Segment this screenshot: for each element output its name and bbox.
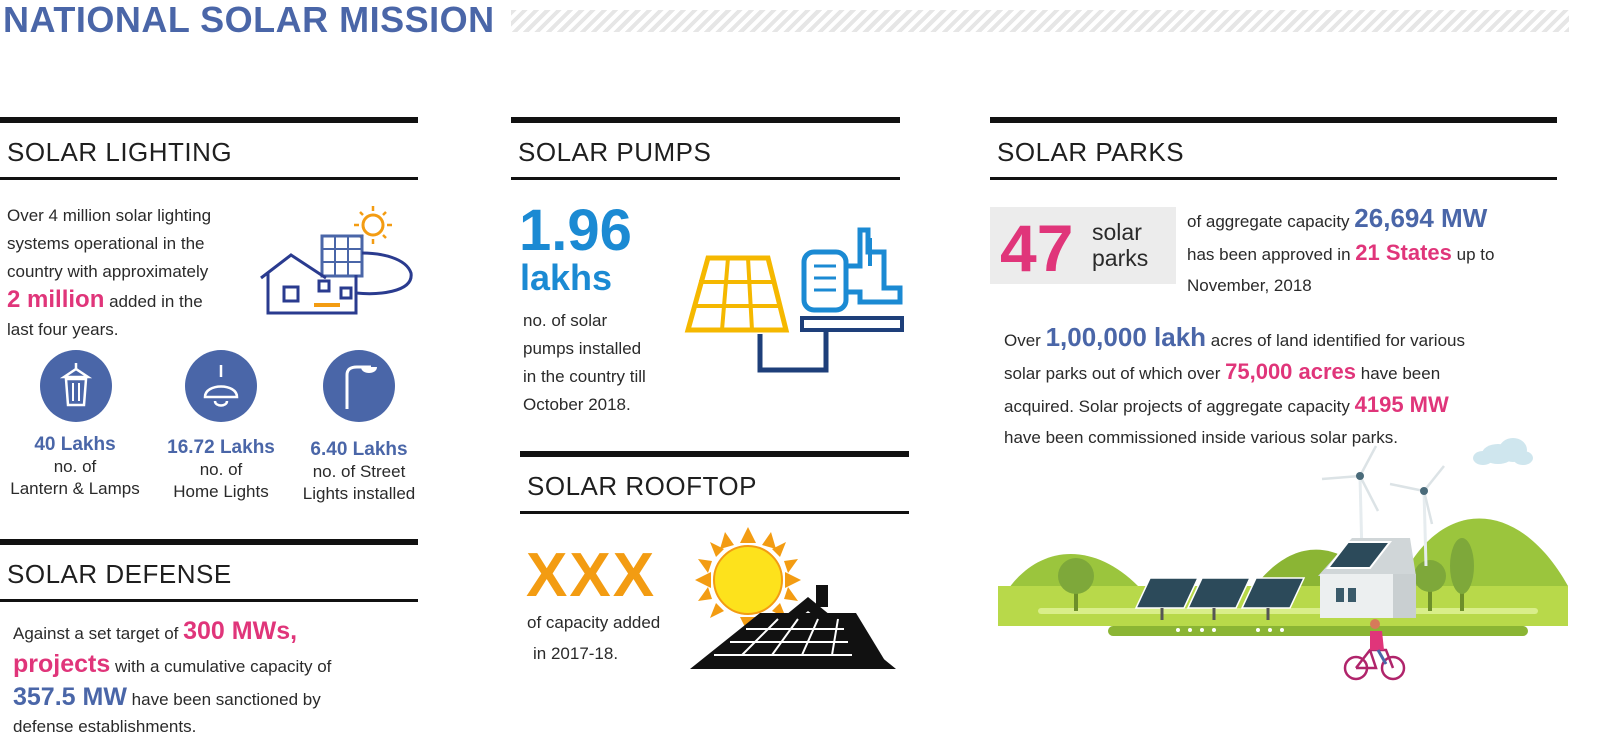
lantern-icon (59, 363, 93, 407)
lantern-circle (40, 350, 112, 422)
solar-park-landscape-illustration (998, 438, 1568, 681)
solar-house-icon (260, 206, 413, 315)
defense-bottom-line (0, 599, 418, 602)
defense-description: Against a set target of 300 MWs, project… (13, 616, 413, 739)
lighting-highlight: 2 million (7, 286, 105, 313)
stat-home-lights: 16.72 Lakhs no. of Home Lights (146, 437, 296, 503)
defense-last: defense establishments. (13, 717, 197, 736)
parks-title: SOLAR PARKS (997, 137, 1185, 167)
parks-p2-l4: have been commissioned inside various so… (1004, 428, 1399, 447)
parks-count-box: 47 solar parks (990, 207, 1176, 284)
cyclist-icon (1343, 648, 1406, 681)
defense-post: have been sanctioned by (131, 690, 321, 709)
defense-target: 300 MWs, (183, 617, 298, 645)
cloud-icon (1473, 438, 1533, 465)
pumps-line-2: pumps installed (523, 339, 642, 358)
parks-p2-l2-post: have been (1360, 364, 1441, 383)
rooftop-line-2: in 2017-18. (533, 644, 619, 663)
parks-count: 47 (1000, 211, 1074, 285)
stat-lanterns-value: 40 Lakhs (34, 434, 116, 455)
rooftop-line-1: of capacity added (527, 613, 661, 632)
parks-p2-l3: acquired. Solar projects of aggregate ca… (1004, 397, 1350, 416)
parks-p2-acres: 1,00,000 lakh (1045, 322, 1207, 352)
parks-p2-mw: 4195 MW (1354, 392, 1449, 417)
pumps-title: SOLAR PUMPS (518, 137, 712, 167)
parks-p1-states: 21 States (1355, 240, 1452, 265)
stat-lanterns-label-2: Lantern & Lamps (10, 479, 140, 498)
parks-p1-pre: of aggregate capacity (1187, 212, 1350, 231)
stat-street-lights-label-1: no. of Street (312, 462, 406, 481)
defense-capacity: 357.5 MW (13, 683, 127, 711)
lighting-line-5: last four years. (7, 320, 119, 339)
pumps-description: no. of solar pumps installed in the coun… (523, 307, 693, 419)
page-title: NATIONAL SOLAR MISSION (3, 0, 495, 40)
rooftop-bottom-line (520, 511, 909, 514)
solar-pump-icon (684, 227, 904, 373)
rooftop-value: XXX (526, 541, 657, 610)
pendant-lamp-icon (203, 365, 239, 407)
parks-p1-last: November, 2018 (1187, 276, 1312, 295)
pendant-lamp-circle (185, 350, 257, 422)
parks-p1-capacity: 26,694 MW (1354, 203, 1488, 233)
defense-pre: Against a set target of (13, 624, 179, 643)
stat-lanterns-label-1: no. of (53, 457, 97, 476)
lighting-description: Over 4 million solar lighting systems op… (7, 202, 257, 344)
parks-bottom-line (990, 177, 1557, 180)
stat-street-lights-label-2: Lights installed (302, 484, 416, 503)
defense-top-bar (0, 539, 418, 545)
header-hatch-divider (511, 10, 1569, 32)
parks-count-word-2: parks (1092, 245, 1149, 271)
defense-projects: projects (13, 650, 111, 678)
parks-p2-l2: solar parks out of which over (1004, 364, 1221, 383)
lighting-top-bar (0, 117, 418, 123)
pumps-top-bar (511, 117, 900, 123)
pumps-value: 1.96 (519, 198, 632, 263)
rooftop-sun-icon (690, 527, 896, 669)
stat-street-lights: 6.40 Lakhs no. of Street Lights installe… (288, 439, 430, 505)
rooftop-title: SOLAR ROOFTOP (527, 471, 757, 501)
stat-lanterns: 40 Lakhs no. of Lantern & Lamps (0, 434, 150, 500)
parks-count-word-1: solar (1092, 219, 1142, 245)
stat-home-lights-label-1: no. of (199, 460, 243, 479)
lighting-line-4: added in the (109, 292, 203, 311)
pumps-line-4: October 2018. (523, 395, 631, 414)
lighting-line-3: country with approximately (7, 262, 209, 281)
rooftop-top-bar (520, 451, 909, 457)
parks-p2-pre: Over (1004, 331, 1041, 350)
rooftop-description: of capacity added in 2017-18. (527, 607, 697, 669)
parks-p2-acquired: 75,000 acres (1225, 359, 1357, 384)
parks-top-bar (990, 117, 1557, 123)
stat-home-lights-value: 16.72 Lakhs (167, 437, 275, 458)
pumps-line-1: no. of solar (523, 311, 608, 330)
defense-mid: with a cumulative capacity of (115, 657, 332, 676)
street-light-icon (345, 365, 377, 409)
parks-p1-mid: has been approved in (1187, 245, 1351, 264)
lighting-title: SOLAR LIGHTING (7, 137, 233, 167)
pumps-line-3: in the country till (523, 367, 646, 386)
parks-paragraph-1: of aggregate capacity 26,694 MW has been… (1187, 203, 1567, 301)
parks-p1-post: up to (1456, 245, 1495, 264)
parks-paragraph-2: Over 1,00,000 lakh acres of land identif… (1004, 322, 1584, 453)
parks-p2-mid: acres of land identified for various (1210, 331, 1465, 350)
stat-home-lights-label-2: Home Lights (173, 482, 269, 501)
pumps-bottom-line (511, 177, 900, 180)
lighting-bottom-line (0, 177, 418, 180)
lighting-line-1: Over 4 million solar lighting (7, 206, 212, 225)
lighting-line-2: systems operational in the (7, 234, 205, 253)
defense-title: SOLAR DEFENSE (7, 559, 232, 589)
pumps-unit: lakhs (520, 257, 613, 298)
stat-street-lights-value: 6.40 Lakhs (310, 439, 408, 460)
street-light-circle (323, 350, 395, 422)
